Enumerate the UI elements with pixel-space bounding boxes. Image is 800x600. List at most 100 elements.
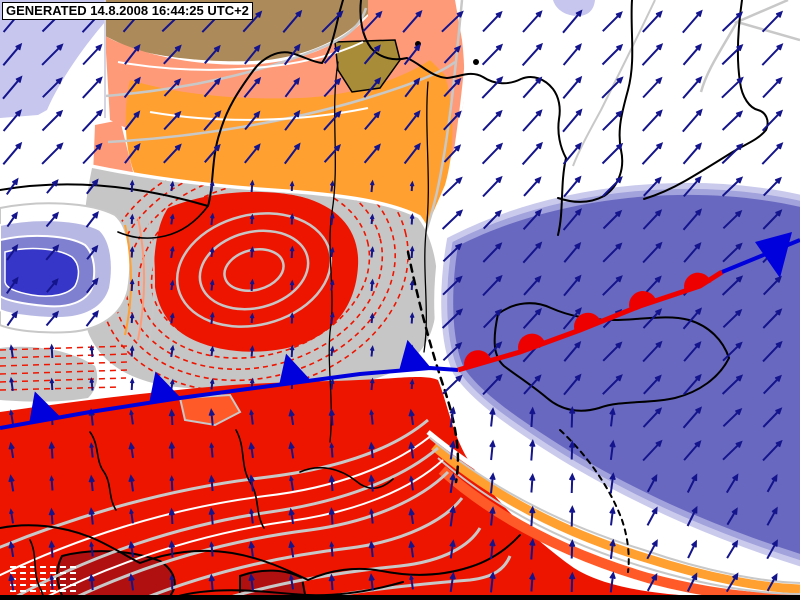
- wind-arrow: [442, 374, 463, 395]
- wind-arrow: [284, 142, 301, 165]
- wind-arrow: [128, 474, 135, 492]
- wind-arrow: [766, 573, 778, 592]
- wind-arrow: [568, 539, 576, 559]
- wind-arrow: [404, 77, 421, 98]
- wind-arrow: [249, 508, 254, 524]
- wind-arrow: [128, 573, 135, 591]
- wind-arrow: [563, 341, 582, 362]
- wind-arrow: [642, 76, 663, 99]
- coastline-north: [0, 0, 567, 207]
- wind-arrow: [323, 110, 342, 131]
- cold-front-triangle: [399, 339, 431, 371]
- wind-arrow: [563, 175, 582, 198]
- wind-arrow: [89, 377, 95, 391]
- wind-arrow: [409, 213, 415, 225]
- wind-arrow: [329, 279, 335, 291]
- wind-arrow: [403, 142, 421, 165]
- wind-arrow: [489, 571, 496, 593]
- wind-arrow: [6, 310, 18, 327]
- wind-arrow: [481, 76, 504, 99]
- wind-arrow: [441, 209, 464, 230]
- wind-arrow: [242, 10, 263, 33]
- wind-arrow: [288, 507, 295, 525]
- wind-arrow: [169, 279, 175, 291]
- wind-arrow: [722, 408, 743, 428]
- wind-arrow: [209, 378, 215, 390]
- wind-arrow: [443, 144, 462, 163]
- wind-arrow: [86, 244, 99, 260]
- wind-arrow: [369, 213, 375, 225]
- wind-arrow: [289, 213, 295, 225]
- wind-arrow: [363, 143, 381, 164]
- wind-arrow: [443, 77, 462, 98]
- wind-arrow: [402, 10, 423, 33]
- wind-arrow: [168, 507, 176, 525]
- wind-arrow: [643, 176, 662, 197]
- wind-arrow: [481, 43, 504, 66]
- wind-arrow: [129, 508, 134, 524]
- wind-arrow: [128, 441, 135, 459]
- wind-arrow: [409, 279, 415, 291]
- wind-arrow: [687, 539, 697, 559]
- wind-arrow: [409, 574, 414, 590]
- wind-arrow: [404, 110, 421, 131]
- wind-arrow: [449, 539, 456, 559]
- wind-arrow: [408, 441, 415, 459]
- wind-arrow: [129, 409, 134, 425]
- wind-arrow: [369, 508, 374, 524]
- wind-arrow: [441, 10, 464, 33]
- wind-arrow: [86, 277, 99, 294]
- wind-arrow: [282, 9, 303, 33]
- wind-arrow: [41, 109, 64, 132]
- wind-arrow: [368, 441, 375, 459]
- wind-arrow: [522, 109, 543, 132]
- wind-arrow: [602, 11, 623, 32]
- wind-arrow: [42, 77, 63, 98]
- wind-arrow: [209, 541, 215, 557]
- wind-arrow: [408, 408, 415, 426]
- warm-front-semicircle: [518, 333, 546, 353]
- wind-arrow: [602, 209, 623, 230]
- wind-arrow: [646, 573, 658, 592]
- wind-arrow: [766, 474, 778, 493]
- wind-arrow: [602, 176, 623, 197]
- wind-arrow: [5, 276, 19, 294]
- wind-arrow: [208, 474, 215, 492]
- wind-arrow: [482, 373, 503, 396]
- wind-arrow: [642, 407, 663, 428]
- wind-arrow: [609, 407, 616, 427]
- wind-arrow: [721, 142, 744, 165]
- wind-arrow: [562, 307, 582, 330]
- wind-arrow: [169, 245, 175, 259]
- wind-arrow: [761, 109, 784, 132]
- wind-arrows-layer: [2, 9, 784, 593]
- wind-arrow: [683, 373, 702, 396]
- cold-front-triangle: [29, 391, 61, 423]
- wind-arrow: [209, 311, 215, 325]
- wind-arrow: [762, 275, 782, 296]
- wind-arrow: [522, 10, 543, 33]
- wind-arrow: [364, 110, 381, 131]
- wind-arrow: [643, 374, 662, 395]
- wind-arrow: [562, 142, 582, 165]
- wind-arrow: [442, 342, 463, 362]
- wind-arrow: [244, 110, 261, 131]
- wind-arrow: [762, 209, 783, 230]
- warm-front-semicircle: [684, 272, 712, 292]
- wind-arrow: [369, 377, 375, 391]
- wind-arrow: [609, 439, 616, 461]
- wind-arrow: [288, 408, 295, 426]
- wind-arrow: [289, 475, 294, 491]
- wind-arrow: [721, 110, 744, 131]
- wind-arrow: [248, 474, 255, 492]
- wind-arrow: [9, 376, 14, 392]
- wind-arrow: [88, 507, 95, 525]
- wind-arrow: [244, 143, 261, 164]
- wind-arrow: [5, 177, 19, 195]
- wind-arrow: [762, 76, 783, 99]
- wind-arrow: [601, 76, 624, 99]
- wind-arrow: [129, 246, 135, 258]
- wind-arrow: [209, 279, 215, 291]
- wind-arrow: [85, 310, 99, 327]
- wind-arrow: [49, 343, 55, 359]
